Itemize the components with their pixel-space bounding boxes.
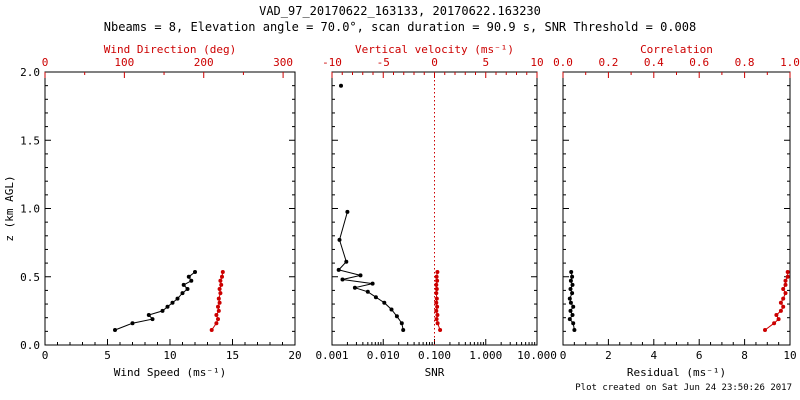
svg-text:0: 0: [560, 349, 567, 362]
svg-text:6: 6: [696, 349, 703, 362]
svg-text:20: 20: [288, 349, 301, 362]
svg-text:5: 5: [104, 349, 111, 362]
svg-text:0.5: 0.5: [20, 271, 40, 284]
series-wind-direction: [209, 270, 225, 332]
svg-text:0: 0: [42, 56, 49, 69]
series-vertical-velocity: [434, 270, 443, 332]
svg-text:Correlation: Correlation: [640, 43, 713, 56]
svg-text:0.6: 0.6: [689, 56, 709, 69]
svg-text:1.000: 1.000: [469, 349, 502, 362]
svg-text:300: 300: [273, 56, 293, 69]
svg-text:10: 10: [530, 56, 543, 69]
svg-text:1.0: 1.0: [780, 56, 800, 69]
svg-text:200: 200: [194, 56, 214, 69]
svg-text:0: 0: [431, 56, 438, 69]
series-residual: [567, 270, 577, 332]
svg-text:Vertical velocity (ms⁻¹): Vertical velocity (ms⁻¹): [355, 43, 514, 56]
svg-text:-5: -5: [377, 56, 390, 69]
series-wind-speed: [113, 270, 197, 332]
svg-text:0.0: 0.0: [20, 339, 40, 352]
svg-text:5: 5: [482, 56, 489, 69]
svg-text:Wind Speed (ms⁻¹): Wind Speed (ms⁻¹): [114, 366, 227, 379]
svg-text:10: 10: [783, 349, 796, 362]
svg-text:4: 4: [650, 349, 657, 362]
svg-text:Residual (ms⁻¹): Residual (ms⁻¹): [627, 366, 726, 379]
svg-text:10.000: 10.000: [517, 349, 557, 362]
svg-text:0.010: 0.010: [367, 349, 400, 362]
svg-text:8: 8: [741, 349, 748, 362]
svg-text:0.4: 0.4: [644, 56, 664, 69]
svg-text:2.0: 2.0: [20, 66, 40, 79]
svg-text:1.5: 1.5: [20, 134, 40, 147]
svg-text:0.8: 0.8: [735, 56, 755, 69]
svg-text:10: 10: [163, 349, 176, 362]
residual-panel: 0 2 4 6 8 10 Residual (ms⁻¹) 0.0 0.2 0.4 0.6 0.8 1.0…: [553, 43, 800, 379]
snr-panel: 0.001 0.010 0.100 1.000 10.000 SNR -10 -5 0 5 10 Ve…: [315, 43, 556, 379]
svg-text:0.001: 0.001: [315, 349, 348, 362]
svg-text:0.2: 0.2: [598, 56, 618, 69]
svg-text:Wind Direction (deg): Wind Direction (deg): [104, 43, 236, 56]
svg-text:-10: -10: [322, 56, 342, 69]
plot-title: VAD_97_20170622_163133, 20170622.163230: [259, 4, 541, 18]
svg-text:100: 100: [114, 56, 134, 69]
svg-text:0.0: 0.0: [553, 56, 573, 69]
svg-text:SNR: SNR: [425, 366, 445, 379]
series-correlation: [763, 270, 790, 332]
plot-subtitle: Nbeams = 8, Elevation angle = 70.0°, sca…: [103, 20, 697, 34]
series-snr-profile: [336, 209, 406, 332]
series-snr-isolated-point: [339, 83, 343, 88]
svg-text:15: 15: [226, 349, 239, 362]
plot-created-timestamp: Plot created on Sat Jun 24 23:50:26 2017: [575, 383, 792, 393]
svg-text:1.0: 1.0: [20, 203, 40, 216]
svg-text:0: 0: [42, 349, 49, 362]
svg-text:2: 2: [605, 349, 612, 362]
y-axis-title: z (km AGL): [3, 175, 16, 241]
svg-text:0.100: 0.100: [418, 349, 451, 362]
